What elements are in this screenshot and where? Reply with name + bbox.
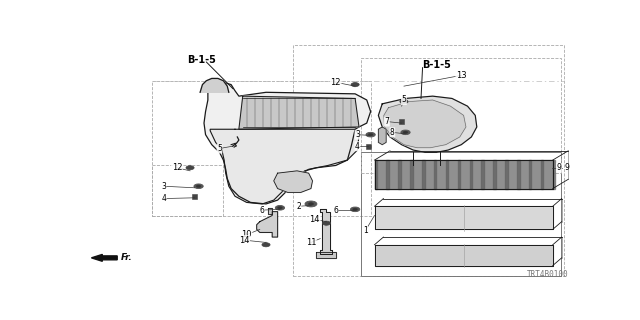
Circle shape (353, 208, 358, 211)
Text: 2: 2 (296, 202, 301, 211)
Polygon shape (320, 209, 332, 254)
Circle shape (401, 130, 410, 135)
Polygon shape (493, 160, 496, 188)
Polygon shape (200, 78, 229, 92)
Text: 9: 9 (564, 163, 569, 172)
Polygon shape (446, 160, 448, 188)
Circle shape (400, 100, 408, 104)
Bar (152, 165, 223, 215)
Polygon shape (374, 160, 377, 188)
Circle shape (323, 221, 330, 225)
Polygon shape (505, 160, 508, 188)
Circle shape (262, 243, 270, 247)
Bar (360, 152, 561, 276)
Circle shape (366, 132, 375, 137)
Text: TRT4B0100: TRT4B0100 (527, 270, 568, 279)
Polygon shape (387, 160, 389, 188)
Text: Fr.: Fr. (121, 253, 133, 262)
Bar (366, 144, 371, 148)
Circle shape (308, 203, 314, 205)
Polygon shape (239, 96, 359, 129)
Circle shape (305, 201, 317, 207)
Circle shape (194, 184, 204, 188)
Text: 10: 10 (241, 230, 252, 239)
Text: 3: 3 (355, 130, 360, 139)
Polygon shape (410, 160, 413, 188)
Polygon shape (274, 171, 312, 192)
Text: 1: 1 (363, 227, 367, 236)
Polygon shape (378, 127, 386, 145)
Polygon shape (374, 160, 553, 188)
Text: 14: 14 (310, 215, 320, 224)
Polygon shape (553, 160, 556, 188)
Bar (293, 44, 564, 276)
Bar (193, 194, 197, 198)
Bar (399, 119, 404, 124)
Text: 7: 7 (385, 117, 389, 126)
Text: 6: 6 (333, 206, 338, 215)
Polygon shape (398, 160, 401, 188)
Text: 9: 9 (557, 163, 561, 172)
Text: 4: 4 (161, 194, 166, 203)
Text: 11: 11 (306, 238, 316, 247)
Text: 4: 4 (355, 142, 360, 151)
Polygon shape (378, 96, 477, 152)
Polygon shape (422, 160, 424, 188)
Polygon shape (517, 160, 520, 188)
Polygon shape (434, 160, 436, 188)
Text: 5: 5 (217, 144, 222, 153)
Polygon shape (458, 160, 460, 188)
Polygon shape (470, 160, 472, 188)
Polygon shape (257, 212, 278, 237)
Polygon shape (481, 160, 484, 188)
Polygon shape (384, 100, 466, 148)
Polygon shape (374, 245, 553, 266)
Polygon shape (316, 252, 336, 258)
Circle shape (351, 83, 359, 87)
Circle shape (368, 133, 373, 136)
Text: 6: 6 (260, 206, 264, 215)
Text: 14: 14 (239, 236, 250, 244)
Text: 12: 12 (330, 78, 341, 87)
Polygon shape (204, 82, 371, 204)
Circle shape (186, 166, 194, 170)
Polygon shape (374, 206, 553, 229)
Text: 5: 5 (401, 95, 406, 105)
Text: 8: 8 (390, 128, 395, 137)
Bar (152, 81, 371, 215)
Circle shape (351, 207, 360, 212)
Bar (360, 58, 561, 173)
Text: 13: 13 (456, 71, 467, 80)
Polygon shape (541, 160, 543, 188)
Circle shape (196, 185, 201, 188)
Text: 3: 3 (161, 182, 166, 191)
Circle shape (278, 207, 282, 209)
Polygon shape (268, 208, 272, 214)
Text: B-1-5: B-1-5 (422, 60, 451, 70)
Polygon shape (529, 160, 531, 188)
FancyArrow shape (92, 254, 117, 261)
Circle shape (275, 205, 285, 210)
Text: B-1-5: B-1-5 (187, 55, 216, 65)
Circle shape (403, 131, 408, 133)
Text: 12: 12 (172, 163, 182, 172)
Polygon shape (210, 129, 359, 204)
